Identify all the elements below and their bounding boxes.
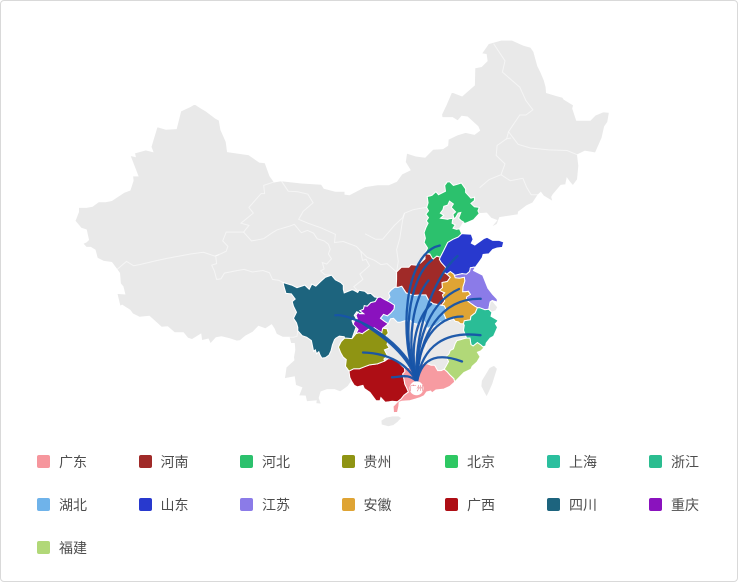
svg-text:广州: 广州: [410, 384, 424, 393]
